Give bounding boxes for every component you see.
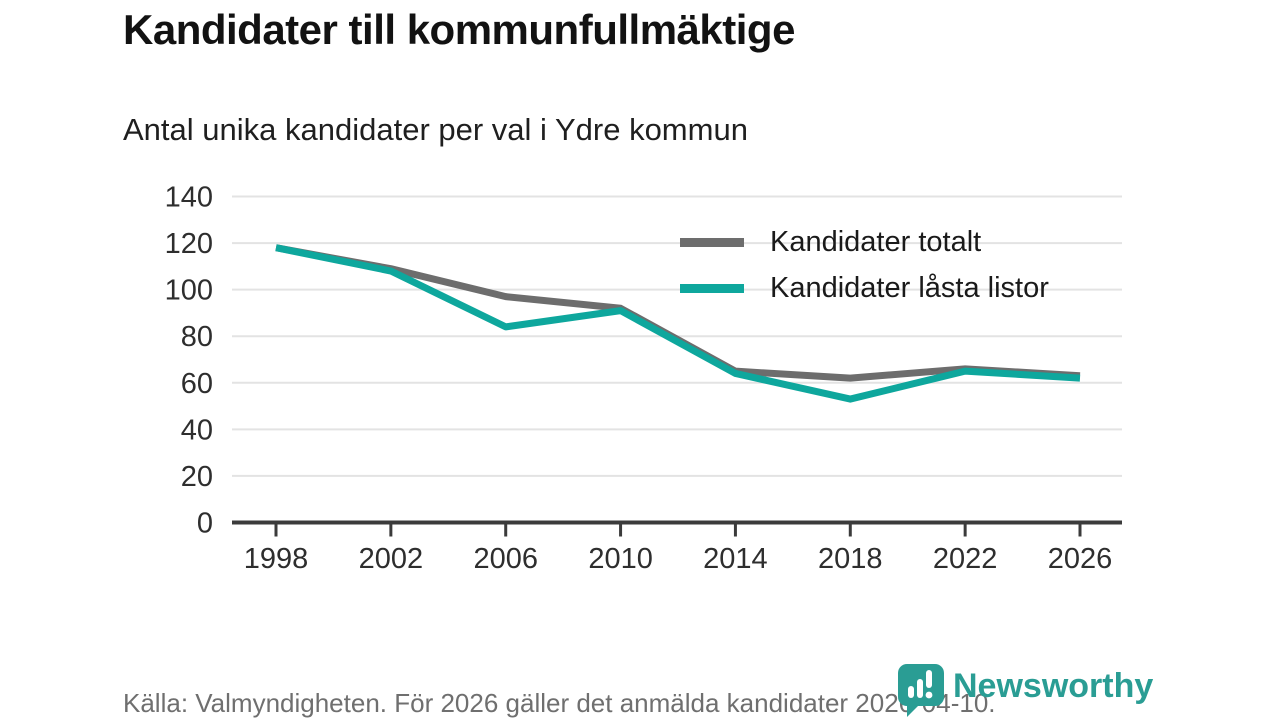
series-line-kandidater-l-sta-listor bbox=[275, 244, 1081, 403]
y-tick-label: 20 bbox=[181, 461, 213, 493]
chart-subtitle: Antal unika kandidater per val i Ydre ko… bbox=[123, 112, 748, 147]
newsworthy-bubble-icon bbox=[898, 664, 944, 717]
legend-item-totalt: Kandidater totalt bbox=[680, 219, 1049, 265]
x-tick-label: 2002 bbox=[359, 543, 424, 575]
y-tick-label: 80 bbox=[181, 321, 213, 353]
y-tick-label: 60 bbox=[181, 368, 213, 400]
x-tick-label: 2006 bbox=[473, 543, 538, 575]
y-tick-label: 120 bbox=[165, 228, 213, 260]
legend-item-lasta-listor: Kandidater låsta listor bbox=[680, 265, 1049, 311]
legend: Kandidater totalt Kandidater låsta listo… bbox=[680, 219, 1049, 311]
legend-swatch-lasta-listor bbox=[680, 283, 744, 293]
newsworthy-wordmark: Newsworthy bbox=[953, 667, 1154, 705]
legend-label-totalt: Kandidater totalt bbox=[770, 225, 982, 258]
legend-swatch-totalt bbox=[680, 237, 744, 247]
x-tick-label: 2022 bbox=[933, 543, 998, 575]
x-tick-label: 2018 bbox=[818, 543, 883, 575]
legend-label-lasta-listor: Kandidater låsta listor bbox=[770, 271, 1049, 304]
x-tick-label: 2014 bbox=[703, 543, 768, 575]
x-tick-label: 1998 bbox=[244, 543, 309, 575]
x-tick-label: 2010 bbox=[588, 543, 653, 575]
y-tick-label: 40 bbox=[181, 414, 213, 446]
y-tick-label: 0 bbox=[197, 508, 213, 540]
y-tick-label: 140 bbox=[165, 182, 213, 214]
page-title: Kandidater till kommunfullmäktige bbox=[123, 6, 795, 53]
y-tick-label: 100 bbox=[165, 275, 213, 307]
source-note: Källa: Valmyndigheten. För 2026 gäller d… bbox=[123, 688, 996, 718]
x-tick-label: 2026 bbox=[1048, 543, 1113, 575]
newsworthy-logo: Newsworthy bbox=[896, 662, 1153, 718]
